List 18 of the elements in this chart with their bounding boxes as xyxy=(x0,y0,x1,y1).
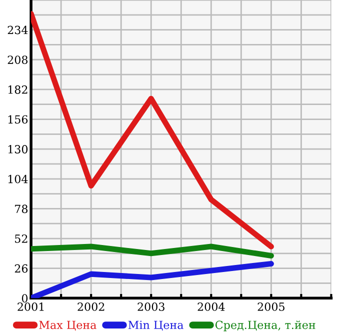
y-tick-label: 0 xyxy=(22,294,28,303)
legend-label: Сред.Цена, т.йен xyxy=(215,320,316,332)
y-tick-label: 52 xyxy=(15,234,28,243)
y-tick-label: 104 xyxy=(8,174,28,184)
x-tick-label: 2003 xyxy=(138,302,164,311)
y-tick-label: 234 xyxy=(8,26,28,34)
x-tick-label: 2005 xyxy=(258,302,284,311)
x-tick-label: 2004 xyxy=(198,302,225,311)
legend-label: Min Цена xyxy=(128,320,184,331)
x-tick-label: 2001 xyxy=(18,302,44,311)
y-tick-label: 78 xyxy=(15,204,28,214)
y-tick-label: 26 xyxy=(14,264,28,273)
y-tick-label: 156 xyxy=(8,115,28,124)
legend-label: Max Цена xyxy=(39,320,96,331)
y-tick-label: 208 xyxy=(8,56,28,64)
x-tick-label: 2002 xyxy=(78,302,104,311)
y-tick-label: 130 xyxy=(8,145,28,154)
y-tick-label: 182 xyxy=(8,85,28,94)
